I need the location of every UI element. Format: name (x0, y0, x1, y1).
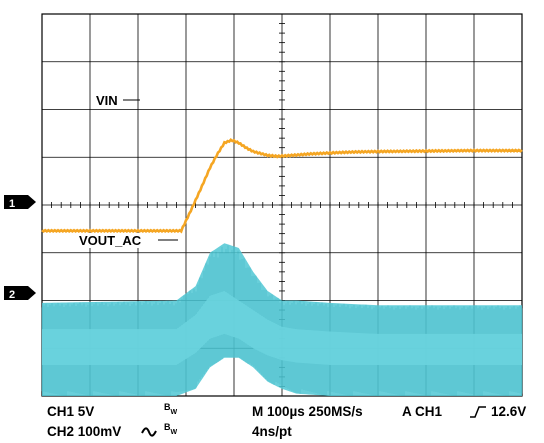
ch2-ground-marker (4, 286, 36, 300)
ch1-bw-limit: BW (164, 402, 177, 417)
vout-label: VOUT_AC (79, 233, 142, 248)
rising-edge-trigger-icon (470, 406, 486, 418)
trigger-source-readout: A CH1 (402, 404, 443, 419)
vin-label: VIN (96, 93, 118, 108)
vin-trace (41, 138, 523, 234)
points-readout: 4ns/pt (252, 424, 292, 439)
vout-ac-core (42, 290, 522, 365)
ch2-scale-readout: CH2 100mV (47, 424, 122, 439)
ch1-scale-readout: CH1 5V (47, 404, 95, 419)
timebase-readout: M 100µs 250MS/s (252, 404, 363, 419)
ch1-bw-sub: W (170, 409, 178, 416)
vin-line (41, 138, 523, 234)
ch1-ground-marker (4, 195, 36, 209)
ch1-bw-letter: B (164, 402, 171, 412)
vout-label-bg (76, 233, 158, 248)
vin-label-bg (93, 93, 123, 107)
trigger-level-readout: 12.6V (491, 404, 527, 419)
ch2-bw-sub: W (170, 429, 178, 436)
ch1-marker-label: 1 (9, 198, 15, 210)
vout-ac-trace (41, 243, 523, 396)
ac-coupling-icon (141, 427, 157, 437)
ch2-bw-limit: BW (164, 422, 177, 437)
ch2-marker-label: 2 (9, 289, 15, 301)
ch2-bw-letter: B (164, 422, 171, 432)
